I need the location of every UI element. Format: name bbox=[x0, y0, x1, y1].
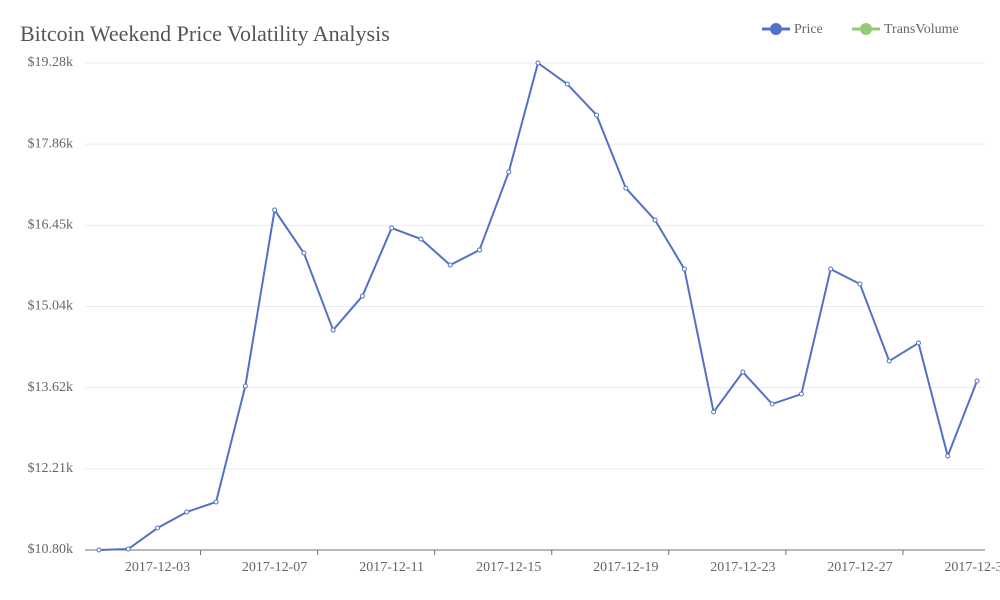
y-tick-label: $17.86k bbox=[28, 136, 74, 151]
point bbox=[564, 81, 570, 87]
point bbox=[125, 546, 131, 552]
point bbox=[213, 499, 219, 505]
point bbox=[476, 247, 482, 253]
point bbox=[535, 60, 541, 66]
x-tick-label: 2017-12-27 bbox=[827, 560, 892, 575]
point bbox=[828, 266, 834, 272]
y-tick-label: $10.80k bbox=[28, 542, 74, 557]
legend-dot bbox=[770, 23, 782, 35]
point bbox=[623, 185, 629, 191]
x-tick-label: 2017-12-07 bbox=[242, 560, 307, 575]
chart-title: Bitcoin Weekend Price Volatility Analysi… bbox=[20, 21, 390, 46]
point bbox=[389, 225, 395, 231]
legend-label: TransVolume bbox=[884, 22, 959, 37]
x-tick-label: 2017-12-03 bbox=[125, 560, 190, 575]
point bbox=[155, 525, 161, 531]
x-tick-label: 2017-12-31 bbox=[944, 560, 1000, 575]
point bbox=[447, 262, 453, 268]
point bbox=[857, 281, 863, 287]
point bbox=[769, 401, 775, 407]
y-tick-label: $16.45k bbox=[28, 218, 74, 233]
point bbox=[594, 112, 600, 118]
point bbox=[711, 409, 717, 415]
x-tick-label: 2017-12-23 bbox=[710, 560, 775, 575]
point bbox=[330, 327, 336, 333]
point bbox=[915, 340, 921, 346]
point bbox=[96, 547, 102, 553]
point bbox=[272, 207, 278, 213]
point bbox=[945, 453, 951, 459]
point bbox=[506, 169, 512, 175]
point bbox=[184, 509, 190, 515]
x-tick-label: 2017-12-15 bbox=[476, 560, 541, 575]
point bbox=[301, 250, 307, 256]
y-tick-label: $13.62k bbox=[28, 380, 74, 395]
point bbox=[974, 378, 980, 384]
point bbox=[652, 217, 658, 223]
point bbox=[418, 236, 424, 242]
y-tick-label: $12.21k bbox=[28, 461, 74, 476]
point bbox=[886, 358, 892, 364]
point bbox=[359, 293, 365, 299]
y-tick-label: $15.04k bbox=[28, 299, 74, 314]
x-tick-label: 2017-12-11 bbox=[359, 560, 424, 575]
legend-label: Price bbox=[794, 22, 823, 37]
point bbox=[740, 369, 746, 375]
point bbox=[242, 383, 248, 389]
x-tick-label: 2017-12-19 bbox=[593, 560, 658, 575]
y-tick-label: $19.28k bbox=[28, 55, 74, 70]
point bbox=[681, 266, 687, 272]
legend-dot bbox=[860, 23, 872, 35]
point bbox=[798, 391, 804, 397]
